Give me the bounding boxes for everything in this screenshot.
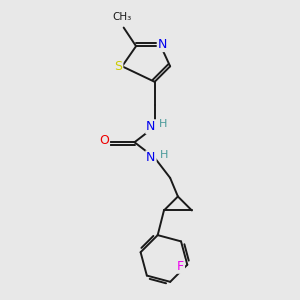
Text: O: O [99,134,109,147]
Text: N: N [146,151,156,164]
Text: F: F [177,260,184,273]
Text: H: H [159,119,167,129]
Text: S: S [114,60,122,73]
Text: N: N [146,120,156,133]
Text: H: H [160,150,168,160]
Text: CH₃: CH₃ [112,12,132,22]
Text: N: N [158,38,167,51]
